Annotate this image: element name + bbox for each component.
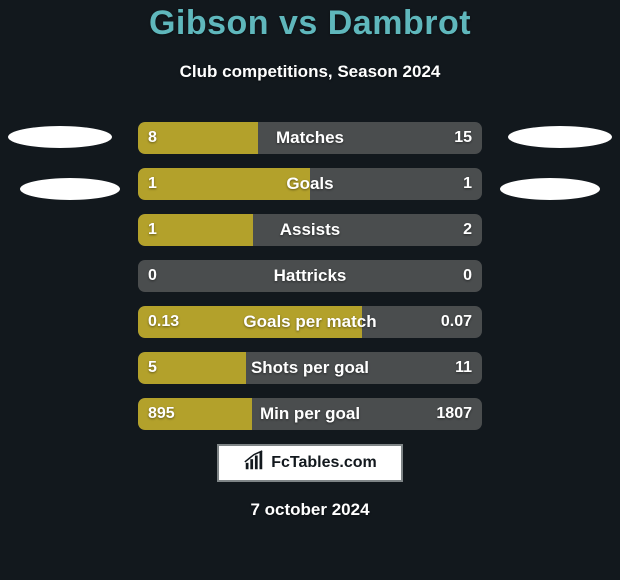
stat-bar-row: 00Hattricks [138, 260, 482, 292]
date-label: 7 october 2024 [0, 500, 620, 520]
stat-bars: 815Matches 11Goals 12Assists 00Hattricks 0.1… [138, 122, 482, 444]
watermark-text: FcTables.com [271, 454, 377, 472]
player-left-badge-bottom [20, 178, 120, 200]
stat-label: Goals per match [138, 306, 482, 338]
page-title: Gibson vs Dambrot [0, 4, 620, 43]
chart-icon [243, 450, 265, 477]
stat-label: Hattricks [138, 260, 482, 292]
stat-bar-row: 12Assists [138, 214, 482, 246]
stat-bar-row: 11Goals [138, 168, 482, 200]
stat-label: Goals [138, 168, 482, 200]
player-right-badge-top [508, 126, 612, 148]
watermark: FcTables.com [217, 444, 403, 482]
stat-bar-row: 815Matches [138, 122, 482, 154]
player-right-badge-bottom [500, 178, 600, 200]
stat-label: Assists [138, 214, 482, 246]
stat-bar-row: 0.130.07Goals per match [138, 306, 482, 338]
comparison-infographic: Gibson vs Dambrot Club competitions, Sea… [0, 0, 620, 580]
stat-bar-row: 511Shots per goal [138, 352, 482, 384]
stat-label: Shots per goal [138, 352, 482, 384]
player-left-badge-top [8, 126, 112, 148]
stat-bar-row: 8951807Min per goal [138, 398, 482, 430]
stat-label: Matches [138, 122, 482, 154]
page-subtitle: Club competitions, Season 2024 [0, 62, 620, 82]
stat-label: Min per goal [138, 398, 482, 430]
